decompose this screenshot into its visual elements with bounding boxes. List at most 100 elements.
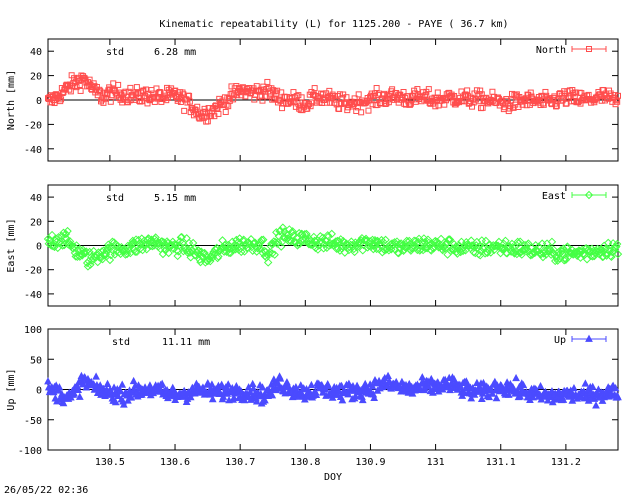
data-point: [453, 249, 462, 258]
data-point: [255, 244, 265, 254]
data-point: [458, 391, 467, 399]
data-point: [544, 396, 552, 404]
data-point: [188, 238, 198, 248]
data-point: [413, 245, 422, 255]
x-tick-label: 130.5: [95, 457, 125, 468]
data-point: [418, 373, 427, 381]
data-point: [292, 103, 299, 110]
data-point: [186, 98, 193, 105]
data-point: [234, 92, 241, 99]
data-point: [307, 103, 314, 110]
data-point: [477, 87, 484, 94]
data-point: [158, 379, 167, 387]
data-point: [460, 388, 468, 396]
data-point: [462, 377, 471, 385]
x-tick-label: 131: [427, 457, 445, 468]
data-point: [449, 240, 459, 249]
data-point: [239, 235, 248, 244]
data-point: [358, 246, 367, 255]
data-point: [78, 251, 87, 260]
data-point: [614, 98, 621, 105]
data-point: [92, 372, 100, 380]
data-point: [258, 248, 267, 257]
data-point: [181, 107, 188, 114]
std-value: 11.11 mm: [162, 337, 210, 348]
data-point: [324, 382, 333, 390]
y-tick-label: -20: [24, 120, 42, 131]
y-tick-label: 0: [36, 242, 42, 253]
data-point: [513, 237, 522, 247]
data-point: [343, 94, 350, 101]
std-label: std: [112, 337, 130, 348]
data-point: [560, 253, 570, 263]
data-point: [267, 239, 276, 248]
data-point: [222, 108, 229, 115]
data-point: [434, 89, 441, 96]
data-point: [59, 398, 68, 407]
data-point: [70, 389, 78, 397]
data-point: [358, 109, 365, 116]
legend-label: North: [536, 45, 566, 56]
data-point: [333, 236, 342, 246]
data-point: [148, 87, 155, 94]
data-point: [51, 100, 58, 107]
data-point: [615, 92, 621, 99]
data-point: [232, 381, 241, 390]
data-point: [278, 223, 288, 232]
data-point: [436, 234, 446, 244]
data-point: [103, 379, 112, 387]
data-point: [278, 89, 285, 96]
east-panel: 40 20 0 -20 -40 East [mm] std 5.15 mm East: [6, 184, 623, 307]
x-tick-label: 130.9: [355, 457, 385, 468]
data-point: [263, 250, 272, 259]
data-point: [114, 391, 122, 400]
data-point: [418, 245, 428, 255]
data-point: [355, 91, 362, 98]
data-point: [451, 92, 458, 99]
data-point: [55, 383, 64, 391]
data-point: [519, 380, 528, 389]
data-point: [520, 245, 529, 254]
data-point: [367, 94, 374, 101]
data-point: [61, 229, 71, 239]
data-point: [326, 87, 333, 94]
data-point: [104, 243, 114, 252]
data-point: [108, 237, 117, 246]
data-point: [536, 382, 545, 390]
y-tick-label: -100: [18, 446, 42, 457]
data-point: [270, 87, 277, 94]
data-point: [435, 239, 444, 249]
legend-label: East: [542, 191, 566, 202]
data-point: [445, 235, 455, 244]
data-point: [515, 237, 525, 246]
y-tick-label: -40: [24, 145, 42, 156]
data-point: [613, 249, 623, 259]
x-axis-label: DOY: [324, 472, 342, 483]
x-tick-label: 131.1: [486, 457, 516, 468]
data-point: [219, 247, 229, 256]
data-point: [431, 236, 440, 246]
data-point: [246, 387, 255, 395]
legend-marker: [585, 334, 593, 342]
data-point: [82, 247, 91, 256]
data-points: [45, 72, 621, 125]
data-point: [63, 226, 72, 236]
std-label: std: [106, 193, 124, 204]
data-point: [588, 252, 597, 261]
data-point: [131, 247, 140, 257]
data-point: [612, 242, 621, 251]
data-point: [141, 240, 151, 250]
data-point: [549, 245, 558, 254]
y-tick-label: 20: [30, 217, 42, 228]
data-point: [611, 383, 620, 392]
x-tick-label: 131.2: [551, 457, 581, 468]
data-point: [208, 380, 216, 388]
data-point: [74, 385, 83, 394]
data-point: [265, 248, 275, 257]
data-point: [440, 242, 449, 251]
data-point: [427, 246, 436, 255]
data-point: [272, 228, 281, 237]
data-point: [261, 396, 269, 404]
legend-marker: [586, 46, 592, 52]
data-point: [553, 103, 560, 110]
